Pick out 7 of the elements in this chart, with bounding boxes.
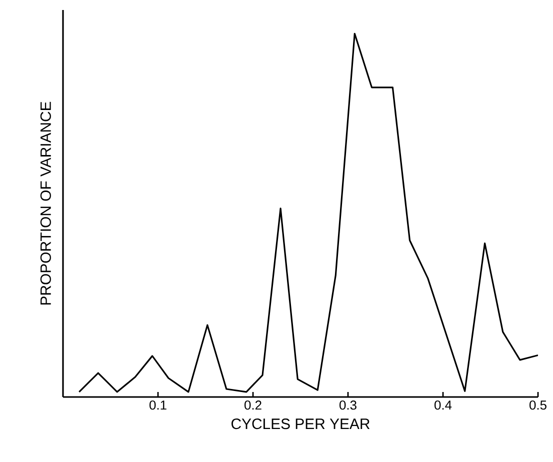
x-tick-label: 0.3	[340, 400, 356, 410]
y-axis-title: PROPORTION OF VARIANCE	[40, 102, 51, 305]
x-tick-label: 0.1	[150, 400, 166, 410]
x-tick-label: 0.2	[244, 400, 262, 410]
x-tick-label: 0.4	[434, 400, 452, 410]
x-axis-title: CYCLES PER YEAR	[232, 418, 370, 430]
x-tick-label: 0.5	[530, 400, 546, 410]
